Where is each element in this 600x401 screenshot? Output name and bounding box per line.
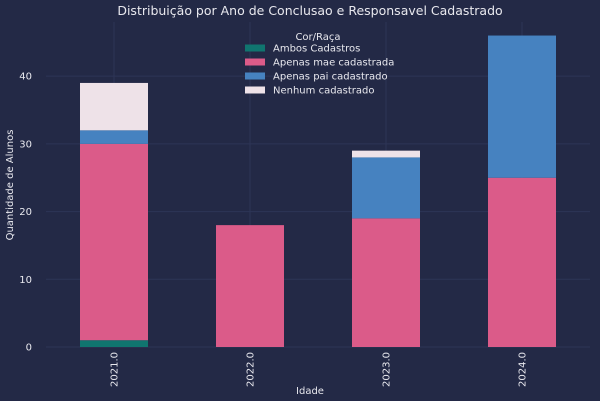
legend-title: Cor/Raça — [295, 32, 340, 43]
x-tick-label: 2024.0 — [518, 352, 529, 387]
y-tick-label: 40 — [19, 72, 32, 83]
legend-label: Ambos Cadastros — [273, 44, 360, 55]
bar-segment — [352, 157, 420, 219]
bar-segment — [352, 150, 420, 158]
legend-swatch — [245, 86, 265, 94]
x-tick-label: 2023.0 — [382, 352, 393, 387]
legend-label: Nenhum cadastrado — [273, 86, 375, 97]
bar-segment — [352, 218, 420, 347]
bar-segment — [216, 225, 284, 347]
x-tick-label: 2022.0 — [246, 352, 257, 387]
bar-segment — [80, 340, 148, 347]
chart-title: Distribuição por Ano de Conclusao e Resp… — [117, 3, 502, 18]
legend: Cor/Raça Ambos Cadastros Apenas mae cadas… — [245, 32, 394, 97]
legend-swatch — [245, 44, 265, 52]
bar-segment — [80, 130, 148, 144]
y-tick-label: 10 — [19, 275, 32, 286]
bar-segment — [80, 82, 148, 131]
bar-segment — [80, 143, 148, 341]
bar-segment — [488, 177, 556, 347]
y-tick-label: 30 — [19, 139, 32, 150]
x-tick-label: 2021.0 — [110, 352, 121, 387]
x-axis-ticks: 2021.0 2022.0 2023.0 2024.0 — [110, 352, 529, 387]
bar-segment — [488, 35, 556, 178]
legend-swatch — [245, 72, 265, 80]
y-axis-label: Quantidade de Alunos — [5, 130, 16, 241]
legend-label: Apenas pai cadastrado — [273, 72, 388, 83]
x-axis-label: Idade — [296, 386, 324, 397]
bars — [80, 35, 556, 347]
legend-label: Apenas mae cadastrada — [273, 58, 394, 69]
y-tick-label: 0 — [26, 343, 32, 354]
y-axis-ticks: 0 10 20 30 40 — [19, 72, 32, 354]
legend-swatch — [245, 58, 265, 66]
y-tick-label: 20 — [19, 207, 32, 218]
